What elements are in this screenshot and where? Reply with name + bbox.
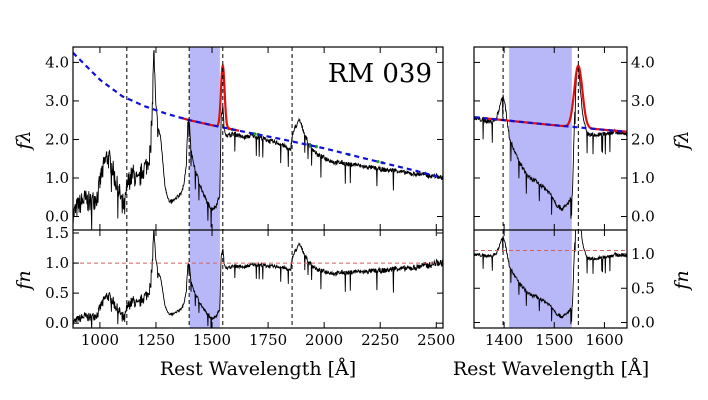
spectrum-line	[474, 64, 627, 219]
absorption-shade-bottom	[509, 230, 572, 328]
y-tick-label: 0.5	[45, 284, 69, 302]
y-tick-label: 0.0	[631, 314, 655, 332]
absorption-shade-top	[189, 47, 220, 230]
full-xlabel: Rest Wavelength [Å]	[160, 358, 356, 380]
normalized-spectrum-line	[474, 230, 627, 325]
x-tick-label: 1500	[535, 331, 573, 349]
y-tick-label: 0.0	[45, 208, 69, 226]
zoom-bottom-ylabel: fn	[671, 270, 693, 291]
y-tick-label: 0.5	[631, 279, 655, 297]
y-tick-label: 1.5	[45, 224, 69, 242]
x-tick-label: 1500	[193, 331, 231, 349]
continuum-model-line	[474, 116, 627, 133]
x-tick-label: 1600	[585, 331, 623, 349]
y-tick-label: 2.0	[45, 130, 69, 148]
y-tick-label: 3.0	[45, 92, 69, 110]
y-tick-label: 2.0	[631, 130, 655, 148]
zoom-xlabel: Rest Wavelength [Å]	[453, 358, 649, 380]
x-tick-label: 1250	[137, 331, 175, 349]
x-tick-label: 1000	[81, 331, 119, 349]
continuum-model-line	[73, 52, 443, 180]
chart-title: RM 039	[328, 59, 432, 89]
x-tick-label: 1750	[249, 331, 287, 349]
continuum-window-point	[376, 160, 380, 164]
zoom-bottom-panel	[474, 230, 627, 328]
y-tick-label: 1.0	[45, 169, 69, 187]
spectrum-line	[73, 50, 443, 230]
x-tick-label: 2500	[417, 331, 455, 349]
x-tick-label: 2000	[305, 331, 343, 349]
x-tick-label: 1400	[485, 331, 523, 349]
full-spectrum-bottom-panel	[73, 230, 443, 328]
full-top-ylabel: fλ	[13, 130, 35, 151]
x-tick-label: 2250	[361, 331, 399, 349]
y-tick-label: 3.0	[631, 92, 655, 110]
svg-text:fλ: fλ	[13, 130, 35, 151]
y-tick-label: 1.0	[631, 169, 655, 187]
absorption-shade-top	[509, 47, 572, 230]
axis-ticks: 1000 1250 1500 1750 2000 2250 2500 0.0 1.0 2.0 3.0…	[45, 47, 655, 349]
absorption-shade-bottom	[189, 230, 220, 328]
y-tick-label: 4.0	[631, 53, 655, 71]
y-tick-label: 0.0	[631, 208, 655, 226]
y-tick-label: 1.0	[45, 254, 69, 272]
y-tick-label: 4.0	[45, 53, 69, 71]
y-tick-label: 0.0	[45, 314, 69, 332]
svg-text:fλ: fλ	[671, 130, 693, 151]
panel-frame	[72, 46, 444, 329]
zoom-top-panel	[474, 47, 627, 230]
panel-frames	[72, 46, 628, 329]
svg-text:fn: fn	[671, 270, 693, 291]
normalized-spectrum-line	[73, 230, 443, 328]
svg-text:fn: fn	[13, 270, 35, 291]
panel-frame	[473, 46, 628, 329]
full-bottom-ylabel: fn	[13, 270, 35, 291]
zoom-top-ylabel: fλ	[671, 130, 693, 151]
full-spectrum-top-panel	[73, 47, 443, 230]
y-tick-label: 1.0	[631, 245, 655, 263]
